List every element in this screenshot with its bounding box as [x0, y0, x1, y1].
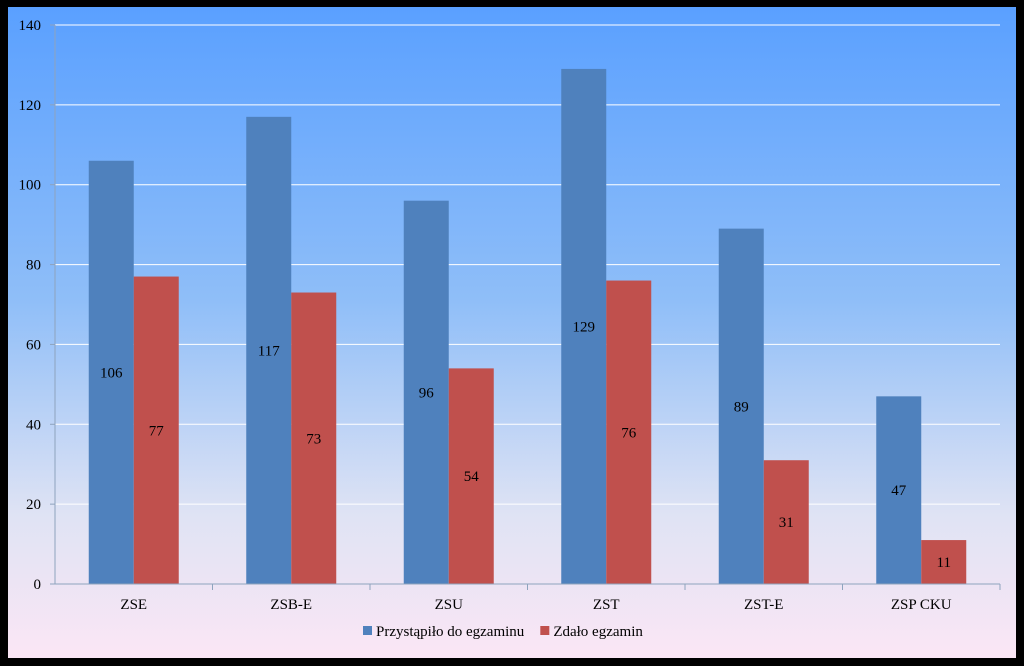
bar-chart: 106 77 117 73 96 54 129 76 89 31 47 11 0 20 40 60 80 100…: [19, 18, 1001, 640]
y-tick-label-40: 40: [26, 417, 41, 433]
y-tick-label-20: 20: [26, 497, 41, 513]
y-tick-label-100: 100: [19, 178, 42, 194]
data-label-ZSE-series-1: 106: [100, 365, 123, 381]
legend-swatch-series-2: [540, 626, 550, 635]
bar-ZSP CKU-series-2: [921, 540, 967, 584]
y-tick-label-80: 80: [26, 258, 41, 274]
data-label-ZSU-series-2: 54: [464, 469, 480, 485]
bar-ZST-series-1: [561, 68, 607, 584]
y-tick-label-60: 60: [26, 337, 41, 353]
data-label-ZSB-E-series-2: 73: [306, 431, 321, 447]
y-tick-label-140: 140: [19, 18, 42, 34]
bar-ZST-series-2: [606, 280, 652, 584]
gridlines: [55, 24, 1000, 505]
bar-ZSU-series-2: [448, 368, 494, 584]
data-label-ZSP CKU-series-1: 47: [891, 483, 907, 499]
bar-ZSP CKU-series-1: [876, 396, 922, 584]
bar-ZSE-series-1: [88, 160, 134, 584]
x-tick-label-ZSP CKU: ZSP CKU: [891, 597, 952, 613]
x-tick-label-ZST-E: ZST-E: [744, 597, 783, 613]
data-label-ZSU-series-1: 96: [419, 385, 435, 401]
bar-ZSU-series-1: [403, 200, 449, 584]
data-label-ZSB-E-series-1: 117: [258, 343, 280, 359]
bar-ZST-E-series-2: [763, 460, 809, 584]
data-label-ZST-series-1: 129: [573, 319, 596, 335]
data-label-ZSE-series-2: 77: [149, 423, 165, 439]
legend: Przystąpiło do egzaminu Zdało egzamin: [363, 624, 643, 640]
bar-ZSB-E-series-1: [246, 116, 292, 584]
bar-ZSE-series-2: [133, 276, 179, 584]
data-labels: 106 77 117 73 96 54 129 76 89 31 47 11: [100, 319, 951, 571]
x-tick-label-ZSU: ZSU: [435, 597, 464, 613]
y-tick-label-120: 120: [19, 98, 42, 114]
y-tick-label-0: 0: [34, 577, 42, 593]
legend-swatch-series-1: [363, 626, 372, 635]
legend-label-series-1: Przystąpiło do egzaminu: [376, 624, 525, 640]
bar-ZSB-E-series-2: [291, 292, 337, 584]
data-label-ZST-E-series-2: 31: [779, 515, 794, 531]
data-label-ZST-series-2: 76: [621, 425, 637, 441]
x-tick-label-ZSB-E: ZSB-E: [270, 597, 312, 613]
bars: [88, 68, 967, 584]
bar-ZST-E-series-1: [718, 228, 764, 584]
legend-label-series-2: Zdało egzamin: [553, 624, 643, 640]
x-tick-label-ZST: ZST: [593, 597, 620, 613]
x-tick-label-ZSE: ZSE: [120, 597, 147, 613]
data-label-ZSP CKU-series-2: 11: [937, 555, 951, 571]
chart-frame: 106 77 117 73 96 54 129 76 89 31 47 11 0 20 40 60 80 100…: [8, 7, 1016, 658]
data-label-ZST-E-series-1: 89: [734, 399, 749, 415]
axes: 0 20 40 60 80 100 120 140 ZSE ZSB-E ZSU ZST ZST-E ZSP…: [19, 18, 1001, 613]
